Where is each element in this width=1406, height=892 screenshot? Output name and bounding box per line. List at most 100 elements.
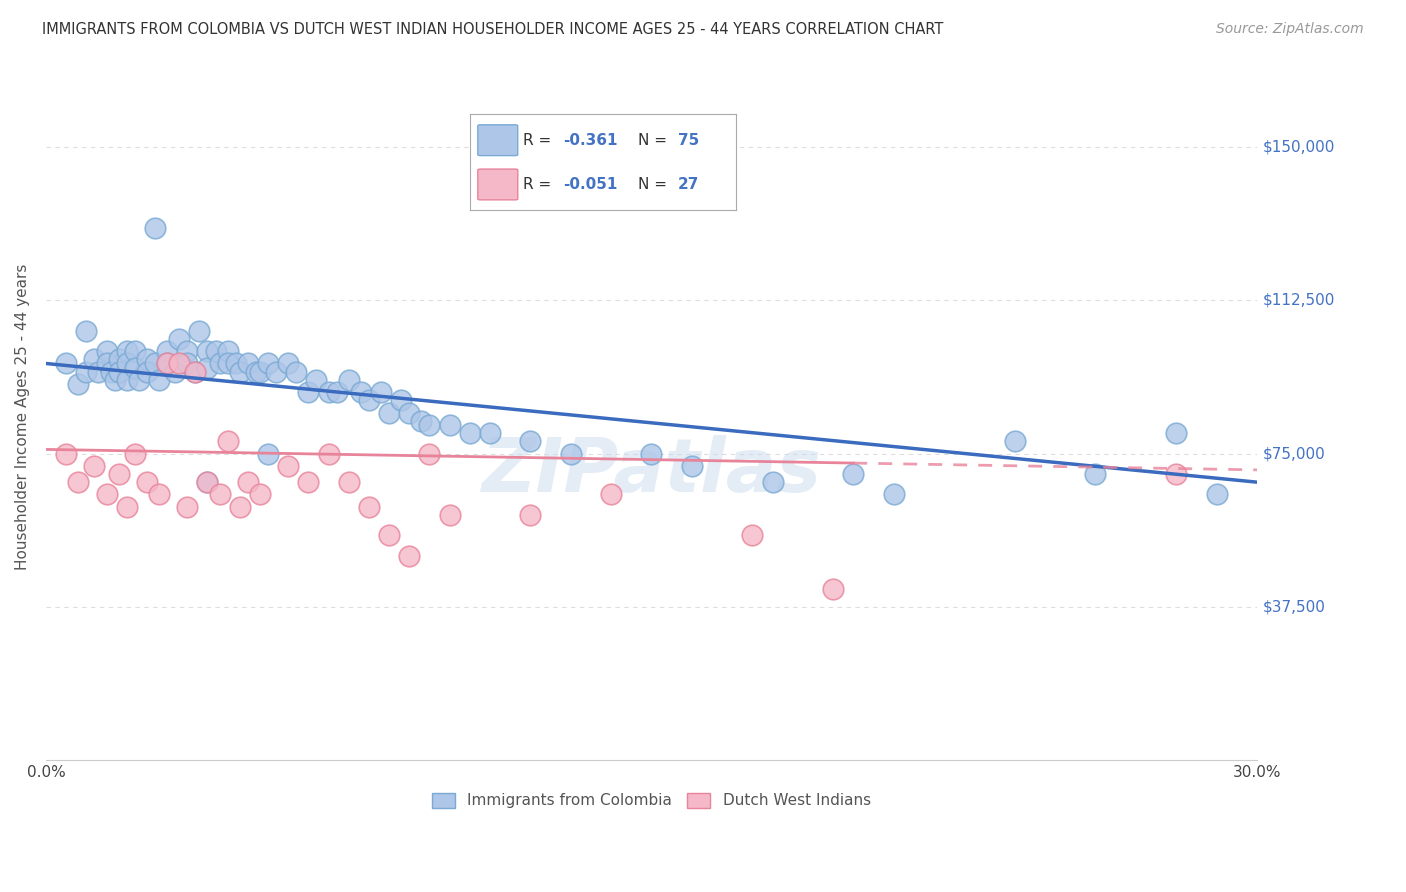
Point <box>229 365 252 379</box>
Point <box>156 356 179 370</box>
Point <box>883 487 905 501</box>
Point <box>128 373 150 387</box>
Point <box>188 324 211 338</box>
Point <box>55 446 77 460</box>
Point <box>156 344 179 359</box>
Point <box>297 475 319 490</box>
Point <box>823 582 845 596</box>
Point <box>519 434 541 449</box>
Point <box>1166 425 1188 440</box>
Point <box>458 425 481 440</box>
Point <box>124 360 146 375</box>
Point <box>115 356 138 370</box>
Point <box>104 373 127 387</box>
Point <box>217 434 239 449</box>
Point <box>67 376 90 391</box>
Point <box>229 500 252 514</box>
Point <box>1004 434 1026 449</box>
Point <box>439 417 461 432</box>
Point <box>167 332 190 346</box>
Point <box>107 352 129 367</box>
Point <box>249 365 271 379</box>
Point <box>479 425 502 440</box>
Point <box>350 385 373 400</box>
Point <box>398 406 420 420</box>
Point <box>83 458 105 473</box>
Point <box>75 324 97 338</box>
Point <box>842 467 865 481</box>
Point <box>418 446 440 460</box>
Point <box>600 487 623 501</box>
Point <box>761 475 783 490</box>
Point <box>135 352 157 367</box>
Point <box>378 406 401 420</box>
Point <box>75 365 97 379</box>
Point <box>124 344 146 359</box>
Point <box>1084 467 1107 481</box>
Point <box>148 487 170 501</box>
Point <box>640 446 662 460</box>
Point <box>197 475 219 490</box>
Point <box>96 487 118 501</box>
Point <box>135 475 157 490</box>
Point <box>236 356 259 370</box>
Point <box>143 221 166 235</box>
Point <box>156 356 179 370</box>
Text: $75,000: $75,000 <box>1263 446 1326 461</box>
Point <box>167 356 190 370</box>
Text: Source: ZipAtlas.com: Source: ZipAtlas.com <box>1216 22 1364 37</box>
Point <box>325 385 347 400</box>
Point <box>264 365 287 379</box>
Point <box>55 356 77 370</box>
Point <box>148 373 170 387</box>
Point <box>96 344 118 359</box>
Point <box>143 356 166 370</box>
Point <box>398 549 420 563</box>
Point <box>176 344 198 359</box>
Point <box>297 385 319 400</box>
Point <box>208 487 231 501</box>
Text: $112,500: $112,500 <box>1263 293 1336 308</box>
Point <box>318 385 340 400</box>
Point <box>357 500 380 514</box>
Point <box>197 475 219 490</box>
Point <box>257 356 280 370</box>
Legend: Immigrants from Colombia, Dutch West Indians: Immigrants from Colombia, Dutch West Ind… <box>426 787 877 814</box>
Point <box>257 446 280 460</box>
Point <box>176 500 198 514</box>
Point <box>124 446 146 460</box>
Text: $150,000: $150,000 <box>1263 139 1336 154</box>
Point <box>370 385 392 400</box>
Point <box>217 344 239 359</box>
Point <box>236 475 259 490</box>
Point <box>357 393 380 408</box>
Point <box>107 365 129 379</box>
Point <box>277 458 299 473</box>
Point <box>197 360 219 375</box>
Point <box>176 356 198 370</box>
Point <box>305 373 328 387</box>
Text: ZIPatlas: ZIPatlas <box>481 435 821 508</box>
Point <box>165 365 187 379</box>
Point <box>204 344 226 359</box>
Point <box>115 500 138 514</box>
Point <box>519 508 541 522</box>
Point <box>184 365 207 379</box>
Point <box>411 414 433 428</box>
Point <box>249 487 271 501</box>
Text: IMMIGRANTS FROM COLOMBIA VS DUTCH WEST INDIAN HOUSEHOLDER INCOME AGES 25 - 44 YE: IMMIGRANTS FROM COLOMBIA VS DUTCH WEST I… <box>42 22 943 37</box>
Point <box>681 458 703 473</box>
Point <box>439 508 461 522</box>
Text: $37,500: $37,500 <box>1263 599 1326 615</box>
Y-axis label: Householder Income Ages 25 - 44 years: Householder Income Ages 25 - 44 years <box>15 263 30 570</box>
Point <box>67 475 90 490</box>
Point <box>115 344 138 359</box>
Point <box>115 373 138 387</box>
Point <box>217 356 239 370</box>
Point <box>96 356 118 370</box>
Point <box>1166 467 1188 481</box>
Point <box>107 467 129 481</box>
Point <box>389 393 412 408</box>
Point <box>560 446 582 460</box>
Point <box>184 365 207 379</box>
